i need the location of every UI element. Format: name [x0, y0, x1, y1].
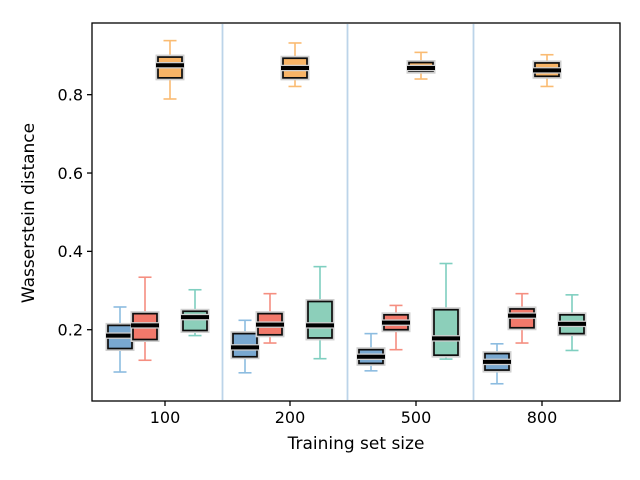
y-axis-label: Wasserstein distance — [19, 122, 39, 304]
x-tick-label: 200 — [275, 408, 306, 427]
y-tick-label: 0.4 — [58, 242, 83, 261]
series-4-green-box — [433, 308, 459, 357]
x-tick-label: 800 — [527, 408, 558, 427]
y-tick-label: 0.8 — [58, 85, 83, 104]
x-tick-label: 500 — [401, 408, 432, 427]
x-axis-label: Training set size — [287, 434, 425, 454]
y-tick-label: 0.6 — [58, 164, 83, 183]
y-tick-label: 0.2 — [58, 320, 83, 339]
series-4-green-box — [307, 300, 333, 339]
x-tick-label: 100 — [150, 408, 181, 427]
axes-spines — [91, 22, 621, 402]
